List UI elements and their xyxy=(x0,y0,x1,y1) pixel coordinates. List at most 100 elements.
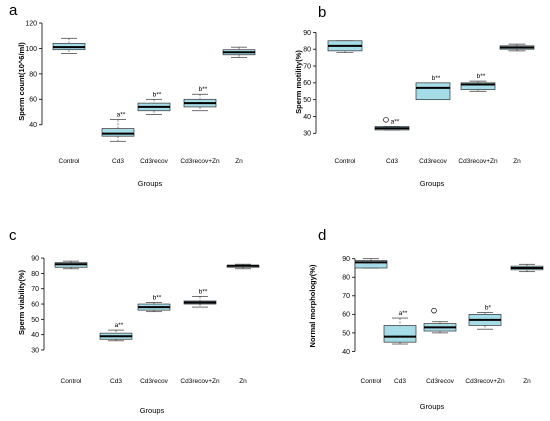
y-axis-label: Normal morphology(%) xyxy=(308,264,317,347)
x-category-label: Cd3recov+Zn xyxy=(465,378,505,385)
x-category-label: Cd3recov xyxy=(419,158,448,165)
panel-d: d 40 50 60 70 80 90 Normal morphology(%) Control… xyxy=(308,227,544,411)
significance-label: b** xyxy=(477,73,486,80)
box-cd3: a** xyxy=(374,119,410,131)
y-tick-label: 60 xyxy=(342,312,350,319)
y-tick-label: 50 xyxy=(303,97,311,104)
significance-label: b** xyxy=(432,75,441,82)
x-axis-label: Groups xyxy=(140,406,165,415)
box-rect xyxy=(354,260,388,269)
y-tick-label: 40 xyxy=(303,114,311,121)
box-zn xyxy=(510,263,544,273)
box-cd3recov-zn: b** xyxy=(460,73,496,92)
box-cd3: a** xyxy=(101,112,135,142)
box-control xyxy=(327,40,363,53)
panel-a: a 40 60 80 100 120 Sperm count(10^6/ml) Control… xyxy=(9,2,256,188)
y-tick-label: 40 xyxy=(29,122,37,129)
outlier-point xyxy=(383,117,389,123)
x-category-label: Zn xyxy=(513,158,521,165)
y-tick-label: 30 xyxy=(303,131,311,138)
box-cd3recov-zn: b* xyxy=(468,304,502,330)
significance-label: b* xyxy=(485,304,492,311)
y-tick-label: 90 xyxy=(303,30,311,37)
y-tick-label: 60 xyxy=(303,80,311,87)
y-tick-label: 80 xyxy=(31,271,39,278)
y-tick-label: 40 xyxy=(342,349,350,356)
box-cd3recov-zn: b** xyxy=(183,288,217,308)
significance-label: a** xyxy=(399,310,408,317)
x-category-label: Cd3recov xyxy=(140,158,169,165)
x-category-label: Control xyxy=(61,378,83,385)
x-category-label: Zn xyxy=(239,378,247,385)
x-category-label: Control xyxy=(335,158,357,165)
significance-label: b** xyxy=(199,86,208,93)
x-category-label: Cd3recov+Zn xyxy=(180,378,220,385)
x-category-label: Control xyxy=(361,378,383,385)
panel-b: b 30 40 50 60 70 80 90 Sperm motility(%) Control a… xyxy=(294,4,535,188)
x-axis-label: Groups xyxy=(138,179,163,188)
box-control xyxy=(354,258,388,269)
y-axis-label: Sperm count(10^6/ml) xyxy=(17,42,26,121)
x-category-label: Cd3 xyxy=(112,158,124,165)
significance-label: a** xyxy=(117,112,126,119)
y-tick-label: 90 xyxy=(31,255,39,262)
box-control xyxy=(52,37,86,54)
x-category-label: Cd3recov xyxy=(426,378,455,385)
y-axis-label: Sperm viability(%) xyxy=(17,269,26,335)
x-category-label: Cd3recov+Zn xyxy=(180,158,220,165)
y-tick-label: 80 xyxy=(342,275,350,282)
y-tick-label: 100 xyxy=(25,46,37,53)
panel-c: c 30 40 50 60 70 80 90 Sperm viability(%) Control… xyxy=(9,227,260,415)
box-cd3: a** xyxy=(99,322,133,342)
significance-label: b** xyxy=(199,288,208,295)
x-category-label: Cd3 xyxy=(394,378,406,385)
y-axis-label: Sperm motility(%) xyxy=(294,50,303,114)
y-tick-label: 80 xyxy=(303,47,311,54)
x-category-label: Zn xyxy=(235,158,243,165)
box-cd3recov-zn: b** xyxy=(183,86,217,112)
x-category-label: Zn xyxy=(523,378,531,385)
y-tick-label: 30 xyxy=(31,347,39,354)
significance-label: b** xyxy=(153,295,162,302)
y-tick-label: 60 xyxy=(31,301,39,308)
y-tick-label: 70 xyxy=(342,293,350,300)
outlier-point xyxy=(431,307,437,314)
y-tick-label: 50 xyxy=(31,317,39,324)
box-cd3: a** xyxy=(383,310,417,345)
panel-letter: c xyxy=(9,227,17,244)
box-cd3recov: b** xyxy=(137,91,171,115)
x-category-label: Control xyxy=(59,158,81,165)
box-rect xyxy=(415,82,451,101)
box-cd3recov xyxy=(423,321,457,334)
box-rect xyxy=(383,325,417,343)
y-tick-label: 90 xyxy=(342,256,350,263)
y-tick-label: 120 xyxy=(25,20,37,27)
box-cd3recov: b** xyxy=(137,295,171,313)
x-category-label: Cd3 xyxy=(386,158,398,165)
box-zn xyxy=(226,263,260,270)
y-tick-label: 60 xyxy=(29,97,37,104)
box-zn xyxy=(222,46,256,58)
box-cd3recov: b** xyxy=(415,75,451,101)
box-zn xyxy=(499,43,535,52)
panel-letter: a xyxy=(9,2,18,19)
y-tick-label: 80 xyxy=(29,71,37,78)
y-tick-label: 70 xyxy=(303,63,311,70)
significance-label: b** xyxy=(153,91,162,98)
panel-letter: b xyxy=(318,4,326,21)
box-rect xyxy=(460,82,496,90)
x-category-label: Cd3recov xyxy=(140,378,169,385)
y-tick-label: 40 xyxy=(31,332,39,339)
panel-letter: d xyxy=(318,227,326,244)
x-category-label: Cd3 xyxy=(110,378,122,385)
box-rect xyxy=(101,128,135,137)
x-category-label: Cd3recov+Zn xyxy=(458,158,498,165)
y-tick-label: 70 xyxy=(31,286,39,293)
x-axis-label: Groups xyxy=(420,179,445,188)
significance-label: a** xyxy=(115,322,124,329)
significance-label: a** xyxy=(391,119,400,126)
y-tick-label: 50 xyxy=(342,330,350,337)
box-control xyxy=(54,260,88,270)
x-axis-label: Groups xyxy=(420,402,445,411)
